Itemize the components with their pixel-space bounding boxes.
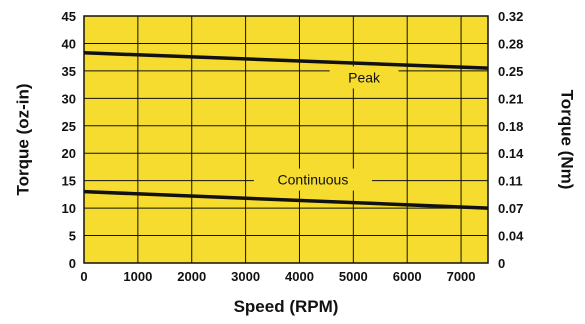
y-tick-label-right: 0.14 [498, 146, 524, 161]
y-tick-label-right: 0.18 [498, 119, 523, 134]
plot-frame [83, 15, 489, 264]
series-layer: Peak Continuous [83, 51, 489, 210]
y-tick-label-right: 0.21 [498, 91, 523, 106]
x-tick-label: 1000 [123, 269, 152, 284]
y-tick-label-left: 0 [69, 256, 76, 271]
x-tick-label: 4000 [285, 269, 314, 284]
y-tick-label-left: 30 [62, 91, 76, 106]
y-tick-label-left: 25 [62, 119, 76, 134]
y-tick-label-left: 15 [62, 174, 76, 189]
series-line-peak [83, 51, 489, 70]
y-tick-label-right: 0 [498, 256, 505, 271]
y-tick-label-right: 0.32 [498, 9, 523, 24]
y-tick-label-left: 45 [62, 9, 76, 24]
x-tick-label: 0 [80, 269, 87, 284]
x-axis-ticks: 0 1000 2000 3000 4000 5000 6000 7000 [80, 269, 475, 284]
y-axis-ticks-right: 0 0.04 0.07 0.11 0.14 0.18 0.21 0.25 0.28 0.32 [498, 9, 524, 271]
series-label-continuous: Continuous [278, 172, 349, 188]
y-tick-label-left: 40 [62, 36, 76, 51]
y-axis-title-right: Torque (Nm) [558, 90, 577, 190]
series-line-continuous [83, 189, 489, 210]
y-tick-label-right: 0.28 [498, 36, 523, 51]
y-tick-label-right: 0.25 [498, 64, 523, 79]
y-axis-title-left: Torque (oz-in) [13, 83, 32, 195]
x-tick-label: 7000 [447, 269, 476, 284]
y-tick-label-left: 5 [69, 229, 76, 244]
horizontal-gridlines [84, 42, 488, 237]
x-tick-label: 6000 [393, 269, 422, 284]
y-tick-label-right: 0.07 [498, 201, 523, 216]
y-axis-ticks-left: 0 5 10 15 20 25 30 35 40 45 [62, 9, 76, 271]
x-tick-label: 3000 [231, 269, 260, 284]
x-axis-title: Speed (RPM) [234, 297, 339, 316]
series-label-bg [253, 168, 372, 191]
plot-area [84, 16, 488, 263]
y-tick-label-left: 20 [62, 146, 76, 161]
y-tick-label-left: 35 [62, 64, 76, 79]
series-label-peak: Peak [348, 69, 381, 85]
x-tick-label: 5000 [339, 269, 368, 284]
y-tick-label-right: 0.11 [498, 174, 523, 189]
y-tick-label-left: 10 [62, 201, 76, 216]
series-label-bg [329, 66, 399, 89]
y-tick-label-right: 0.04 [498, 229, 524, 244]
x-tick-label: 2000 [177, 269, 206, 284]
